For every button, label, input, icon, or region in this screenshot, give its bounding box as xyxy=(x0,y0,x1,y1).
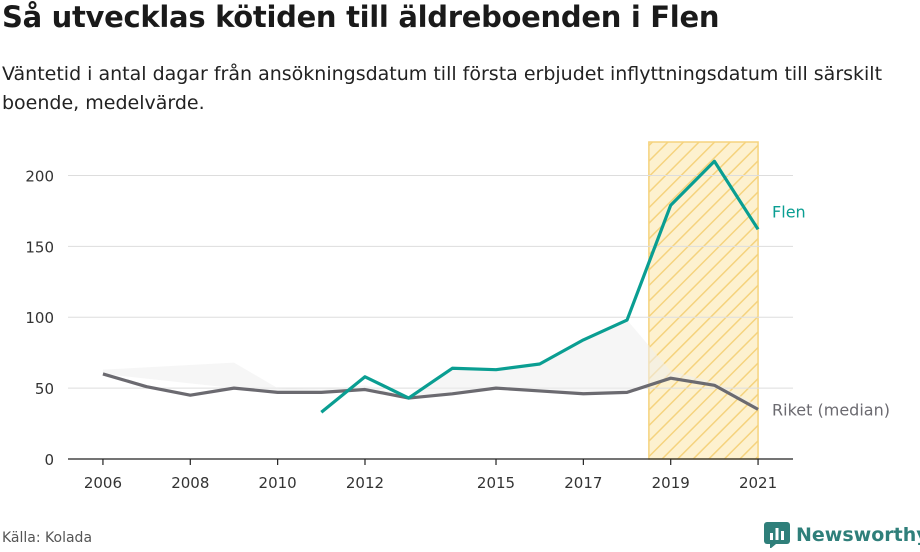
y-tick-label: 0 xyxy=(44,451,54,469)
range-band xyxy=(102,320,759,410)
series-line-riket xyxy=(102,372,759,411)
chart-subtitle: Väntetid i antal dagar från ansökningsda… xyxy=(2,63,883,114)
x-tick-label: 2021 xyxy=(739,474,777,492)
x-tick-label: 2010 xyxy=(259,474,297,492)
source-note: Källa: Kolada xyxy=(2,530,93,546)
newsworthy-logo-icon xyxy=(764,522,790,548)
x-tick-label: 2019 xyxy=(652,474,690,492)
brand-logo[interactable]: Newsworthy xyxy=(764,520,920,550)
x-tick-label: 2015 xyxy=(477,474,515,492)
brand-name: Newsworthy xyxy=(796,524,920,546)
x-tick-label: 2006 xyxy=(84,474,122,492)
series-label-riket: Riket (median) xyxy=(772,400,890,419)
x-tick-label: 2017 xyxy=(564,474,602,492)
y-tick-label: 200 xyxy=(25,167,54,185)
chart-title: Så utvecklas kötiden till äldreboenden i… xyxy=(2,0,720,34)
series-label-flen: Flen xyxy=(772,202,806,221)
x-tick-label: 2008 xyxy=(171,474,209,492)
y-tick-label: 100 xyxy=(25,309,54,327)
highlight-period xyxy=(648,141,759,460)
y-tick-label: 150 xyxy=(25,238,54,256)
y-tick-label: 50 xyxy=(35,380,54,398)
x-tick-label: 2012 xyxy=(346,474,384,492)
